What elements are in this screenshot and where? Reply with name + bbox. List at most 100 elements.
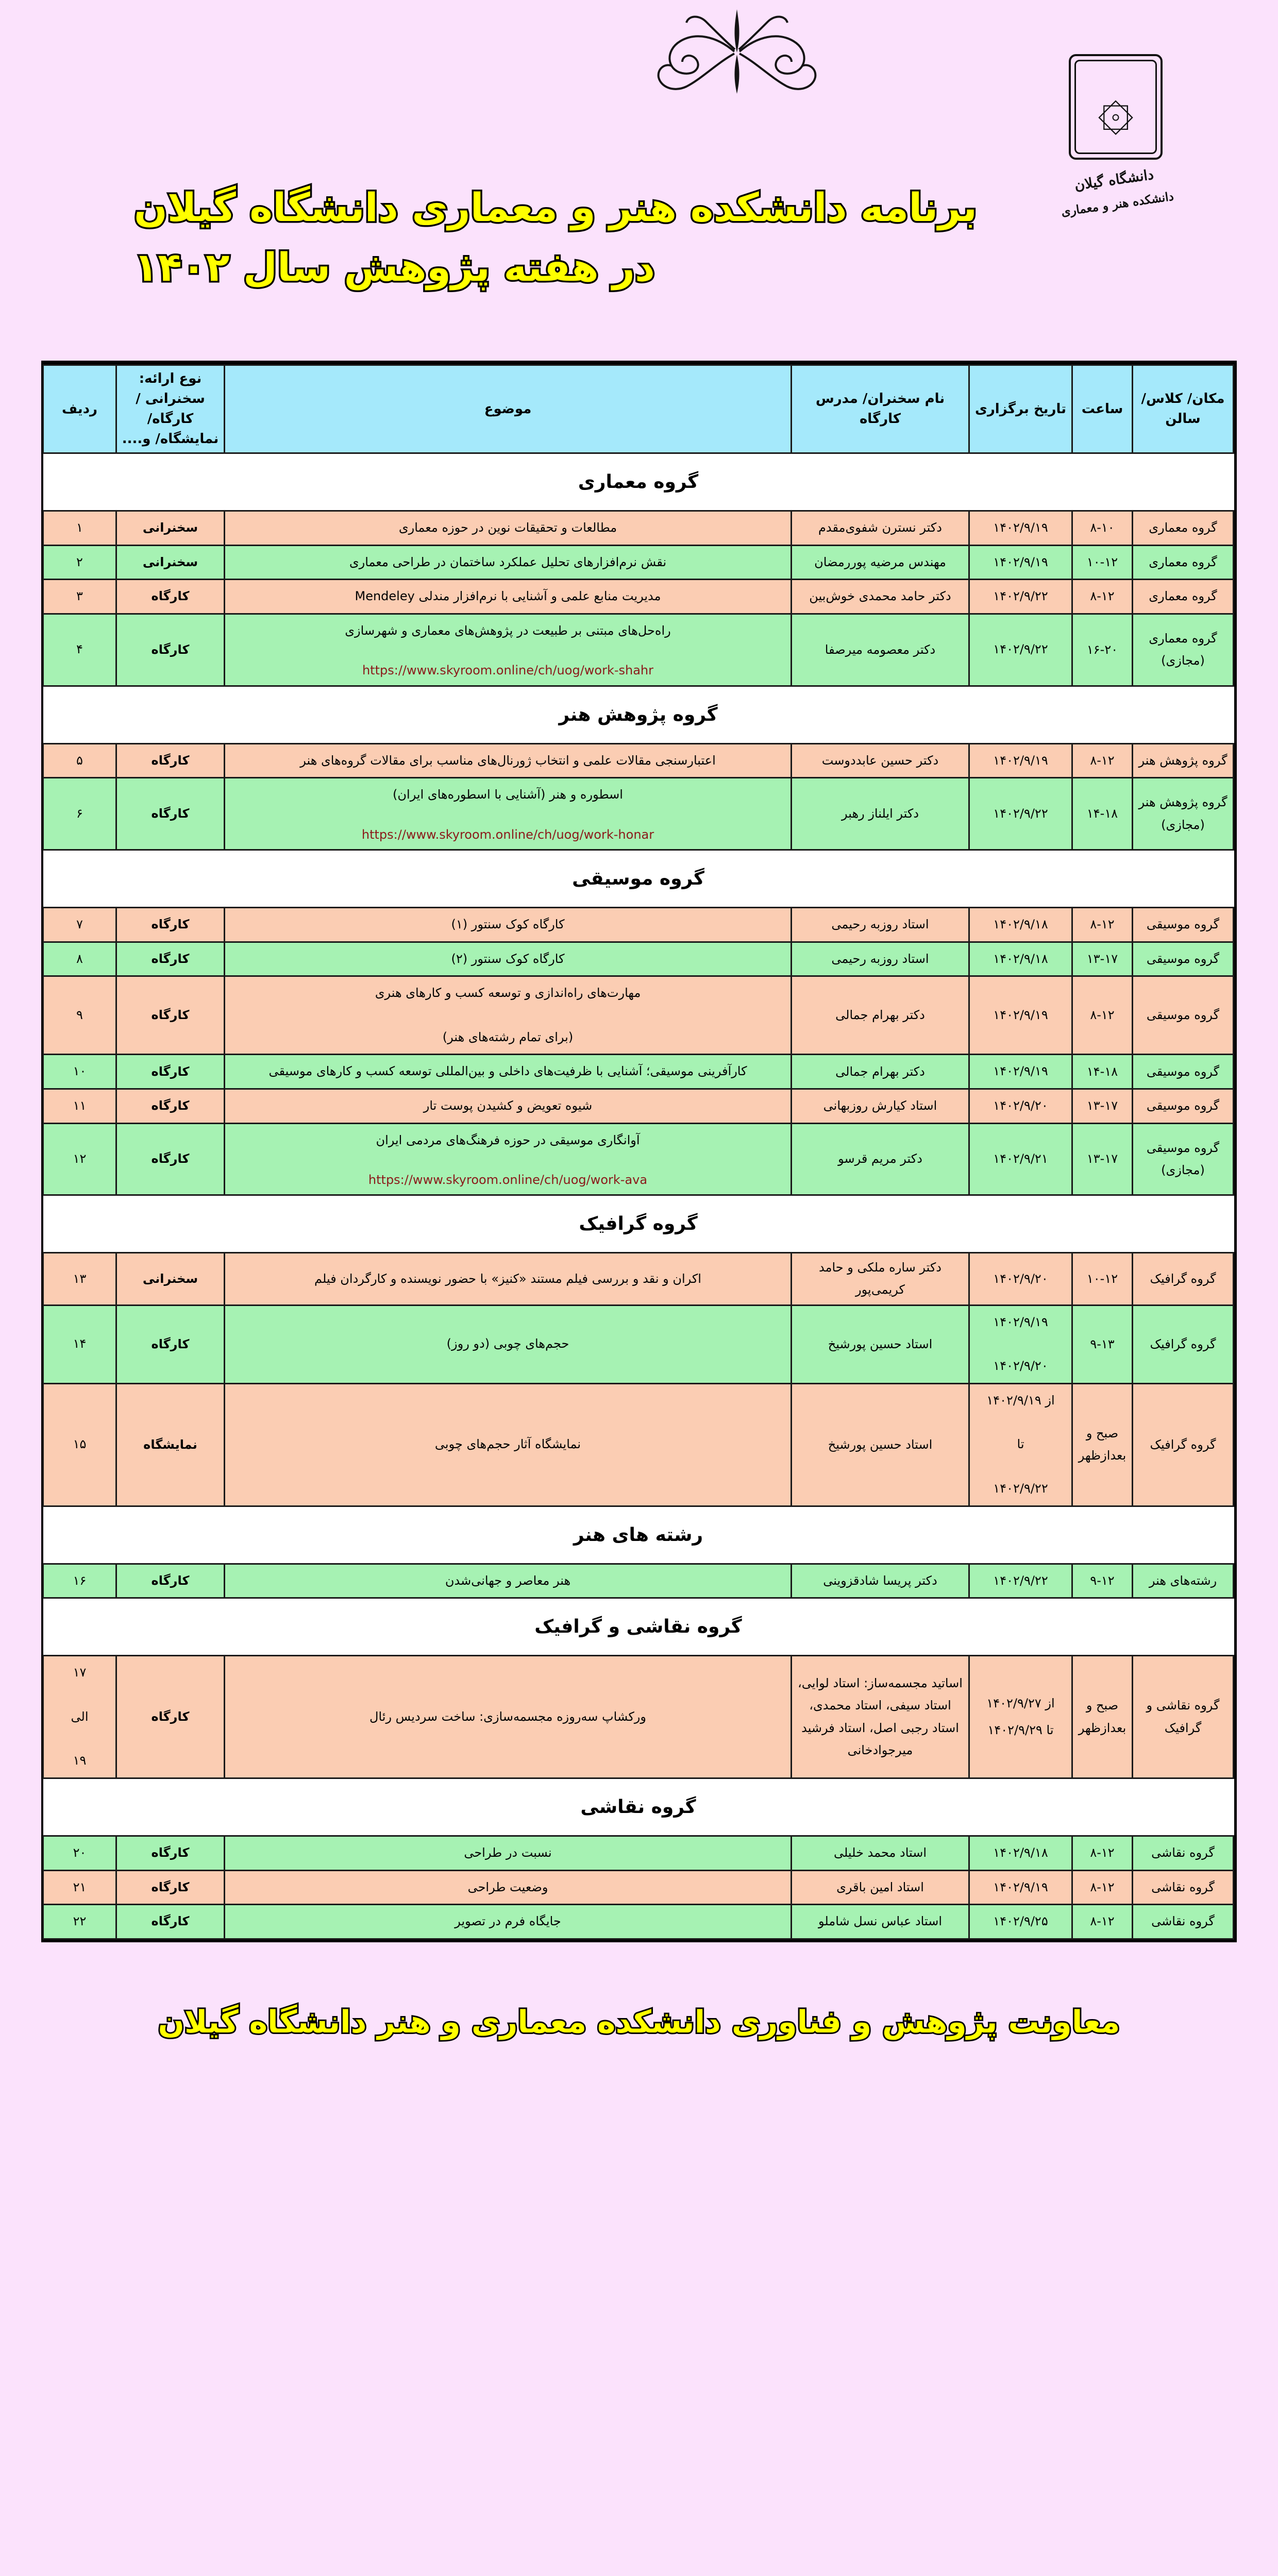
- cell-date: ۱۴۰۲/۹/۱۸: [968, 941, 1073, 977]
- group-heading-row: گروه موسیقی: [43, 849, 1234, 908]
- footer-text: معاونت پژوهش و فناوری دانشکده معماری و ه…: [157, 2003, 1122, 2042]
- cell-row-number: ۱: [42, 510, 117, 546]
- group-heading-row: گروه نقاشی: [43, 1777, 1234, 1837]
- session-link[interactable]: https://www.skyroom.online/ch/uog/work-s…: [362, 663, 654, 678]
- cell-time: ۸-۱۲: [1071, 1904, 1133, 1940]
- cell-kind: کارگاه: [115, 975, 225, 1056]
- table-row: گروه نقاشی ۸-۱۲ ۱۴۰۲/۹/۱۸ استاد محمد خلیلی ن…: [42, 1835, 1234, 1871]
- cell-topic: راه‌حل‌های مبتنی بر طبیعت در پژوهش‌های م…: [224, 613, 792, 687]
- cell-speaker: دکتر ساره ملکی و حامد کریمی‌پور: [791, 1252, 970, 1306]
- group-heading-label: رشته های هنر: [43, 1505, 1234, 1565]
- cell-time: ۸-۱۲: [1071, 906, 1133, 943]
- topic-text: ورکشاپ سه‌روزه مجسمه‌سازی: ساخت سردیس رئ…: [369, 1709, 646, 1724]
- cell-date: ۱۴۰۲/۹/۲۲: [968, 1563, 1073, 1599]
- cell-kind: کارگاه: [115, 906, 225, 943]
- cell-time: ۱۴-۱۸: [1071, 777, 1133, 851]
- table-row: گروه گرافیک ۹-۱۳ ۱۴۰۲/۹/۱۹ ۱۴۰۲/۹/۲۰ استاد ح…: [42, 1304, 1234, 1384]
- cell-topic: نسبت در طراحی: [224, 1835, 792, 1871]
- table-row: گروه نقاشی ۸-۱۲ ۱۴۰۲/۹/۲۵ استاد عباس نسل شا…: [42, 1904, 1234, 1940]
- cell-row-number: ۲۰: [42, 1835, 117, 1871]
- cell-topic: مهارت‌های راه‌اندازی و توسعه کسب و کارها…: [224, 975, 792, 1056]
- group-heading-row: گروه نقاشی و گرافیک: [43, 1597, 1234, 1657]
- cell-row-number: ۱۰: [42, 1054, 117, 1090]
- group-heading-row: گروه گرافیک: [43, 1194, 1234, 1254]
- table-row: گروه موسیقی (مجازی) ۱۳-۱۷ ۱۴۰۲/۹/۲۱ دکتر مر…: [42, 1122, 1234, 1196]
- schedule-table: مکان/ کلاس/ سالن ساعت تاریخ برگزاری نام …: [42, 364, 1234, 1940]
- topic-text: مطالعات و تحقیقات نوین در حوزه معماری: [398, 520, 617, 535]
- cell-speaker: استاد حسین پورشیخ: [791, 1304, 970, 1384]
- cell-place: گروه نقاشی و گرافیک: [1132, 1655, 1234, 1779]
- cell-kind: کارگاه: [115, 1304, 225, 1384]
- group-heading-row: رشته های هنر: [43, 1505, 1234, 1565]
- topic-text: مدیریت منابع علمی و آشنایی با نرم‌افزار …: [355, 589, 661, 604]
- table-row: گروه گرافیک صبح و بعدازظهر از ۱۴۰۲/۹/۱۹ تا ۱…: [42, 1382, 1234, 1507]
- topic-text: کارگاه کوک سنتور (۲): [451, 951, 565, 966]
- cell-row-number: ۱۲: [42, 1122, 117, 1196]
- cell-place: گروه موسیقی: [1132, 1054, 1234, 1090]
- cell-row-number: ۱۴: [42, 1304, 117, 1384]
- cell-kind: سخنرانی: [115, 510, 225, 546]
- table-row: گروه معماری ۸-۱۲ ۱۴۰۲/۹/۲۲ دکتر حامد محمدی …: [42, 579, 1234, 615]
- cell-topic: کارآفرینی موسیقی؛ آشنایی با ظرفیت‌های دا…: [224, 1054, 792, 1090]
- session-link[interactable]: https://www.skyroom.online/ch/uog/work-a…: [368, 1173, 648, 1188]
- cell-time: ۸-۱۲: [1071, 579, 1133, 615]
- cell-time: ۹-۱۲: [1071, 1563, 1133, 1599]
- university-logo: ۞ دانشگاه گیلان دانشکده هنر و معماری: [1031, 54, 1201, 343]
- cell-date: ۱۴۰۲/۹/۲۰: [968, 1252, 1073, 1306]
- cell-speaker: دکتر مریم قرسو: [791, 1122, 970, 1196]
- cell-kind: سخنرانی: [115, 544, 225, 581]
- flourish-ornament-icon: [657, 9, 817, 94]
- cell-kind: کارگاه: [115, 1904, 225, 1940]
- session-link[interactable]: https://www.skyroom.online/ch/uog/work-h…: [361, 827, 654, 842]
- column-header-no: ردیف: [42, 364, 117, 454]
- cell-speaker: دکتر معصومه میرصفا: [791, 613, 970, 687]
- cell-place: گروه گرافیک: [1132, 1304, 1234, 1384]
- table-row: گروه پژوهش هنر (مجازی) ۱۴-۱۸ ۱۴۰۲/۹/۲۲ دکتر…: [42, 777, 1234, 851]
- cell-place: گروه معماری: [1132, 510, 1234, 546]
- cell-row-number: ۴: [42, 613, 117, 687]
- cell-time: ۸-۱۲: [1071, 1869, 1133, 1906]
- table-row: رشته‌های هنر ۹-۱۲ ۱۴۰۲/۹/۲۲ دکتر پریسا شادق…: [42, 1563, 1234, 1599]
- cell-date: ۱۴۰۲/۹/۱۹ ۱۴۰۲/۹/۲۰: [968, 1304, 1073, 1384]
- cell-place: رشته‌های هنر: [1132, 1563, 1234, 1599]
- topic-text: اکران و نقد و بررسی فیلم مستند «کنیز» با…: [314, 1271, 701, 1286]
- column-header-time: ساعت: [1071, 364, 1133, 454]
- cell-speaker: دکتر حامد محمدی خوش‌بین: [791, 579, 970, 615]
- table-row: گروه موسیقی ۱۳-۱۷ ۱۴۰۲/۹/۱۸ استاد روزبه رحی…: [42, 941, 1234, 977]
- poster-titles: برنامه دانشکده هنر و معماری دانشگاه گیلا…: [98, 178, 1092, 297]
- topic-text: راه‌حل‌های مبتنی بر طبیعت در پژوهش‌های م…: [345, 623, 671, 638]
- table-row: گروه معماری ۱۰-۱۲ ۱۴۰۲/۹/۱۹ مهندس مرضیه پور…: [42, 544, 1234, 581]
- table-row: گروه موسیقی ۸-۱۲ ۱۴۰۲/۹/۱۸ استاد روزبه رحیم…: [42, 906, 1234, 943]
- group-heading-label: گروه نقاشی: [43, 1777, 1234, 1837]
- cell-topic: هنر معاصر و جهانی‌شدن: [224, 1563, 792, 1599]
- cell-row-number: ۶: [42, 777, 117, 851]
- cell-place: گروه پژوهش هنر: [1132, 742, 1234, 779]
- cell-date: از ۱۴۰۲/۹/۲۷ تا ۱۴۰۲/۹/۲۹: [968, 1655, 1073, 1779]
- topic-text: مهارت‌های راه‌اندازی و توسعه کسب و کارها…: [375, 986, 641, 1001]
- topic-text: آوانگاری موسیقی در حوزه فرهنگ‌های مردمی …: [376, 1132, 640, 1147]
- cell-row-number: ۱۱: [42, 1088, 117, 1124]
- cell-date: ۱۴۰۲/۹/۲۲: [968, 777, 1073, 851]
- cell-topic: آوانگاری موسیقی در حوزه فرهنگ‌های مردمی …: [224, 1122, 792, 1196]
- cell-topic: مدیریت منابع علمی و آشنایی با نرم‌افزار …: [224, 579, 792, 615]
- cell-topic: جایگاه فرم در تصویر: [224, 1904, 792, 1940]
- group-heading-label: گروه پژوهش هنر: [43, 685, 1234, 744]
- cell-time: ۸-۱۲: [1071, 742, 1133, 779]
- poster-footer: معاونت پژوهش و فناوری دانشکده معماری و ه…: [0, 1942, 1278, 2071]
- cell-speaker: استاد روزبه رحیمی: [791, 941, 970, 977]
- table-row: گروه معماری ۸-۱۰ ۱۴۰۲/۹/۱۹ دکتر نسترن شفوی‌…: [42, 510, 1234, 546]
- cell-speaker: دکتر بهرام جمالی: [791, 1054, 970, 1090]
- cell-time: ۱۰-۱۲: [1071, 544, 1133, 581]
- table-row: گروه پژوهش هنر ۸-۱۲ ۱۴۰۲/۹/۱۹ دکتر حسین عاب…: [42, 742, 1234, 779]
- cell-kind: کارگاه: [115, 1835, 225, 1871]
- cell-row-number: ۲: [42, 544, 117, 581]
- cell-topic: نقش نرم‌افزارهای تحلیل عملکرد ساختمان در…: [224, 544, 792, 581]
- cell-date: ۱۴۰۲/۹/۲۰: [968, 1088, 1073, 1124]
- cell-speaker: استاد حسین پورشیخ: [791, 1382, 970, 1507]
- cell-date: از ۱۴۰۲/۹/۱۹ تا ۱۴۰۲/۹/۲۲: [968, 1382, 1073, 1507]
- cell-speaker: استاد عباس نسل شاملو: [791, 1904, 970, 1940]
- topic-text: نمایشگاه آثار حجم‌های چوبی: [434, 1437, 581, 1452]
- cell-kind: کارگاه: [115, 941, 225, 977]
- table-row: گروه موسیقی ۸-۱۲ ۱۴۰۲/۹/۱۹ دکتر بهرام جمالی…: [42, 975, 1234, 1056]
- cell-kind: کارگاه: [115, 1054, 225, 1090]
